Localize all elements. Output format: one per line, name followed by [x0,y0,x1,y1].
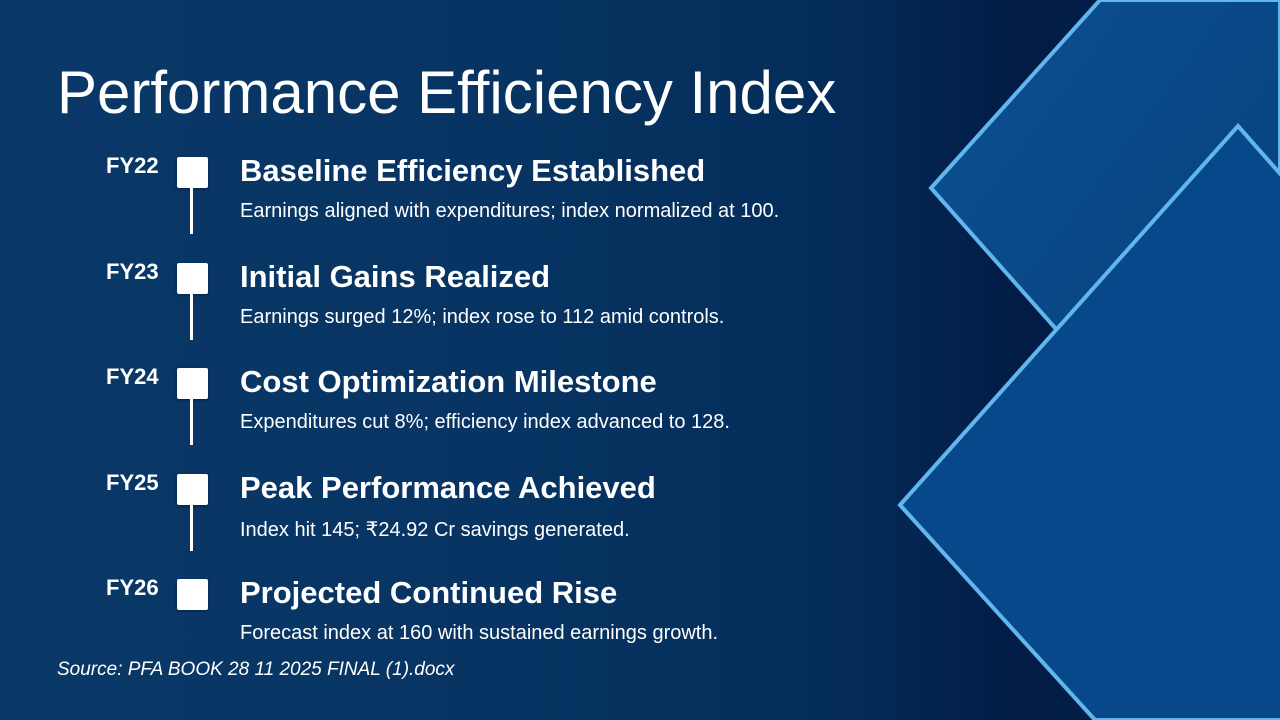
timeline-description: Expenditures cut 8%; efficiency index ad… [240,411,730,433]
timeline-description: Index hit 145; ₹24.92 Cr savings generat… [240,519,630,541]
timeline-item: FY23 Initial Gains Realized Earnings sur… [0,259,900,364]
timeline-description: Forecast index at 160 with sustained ear… [240,622,719,644]
timeline-connector [190,505,193,551]
source-note: Source: PFA BOOK 28 11 2025 FINAL (1).do… [57,659,455,680]
timeline-item: FY24 Cost Optimization Milestone Expendi… [0,364,900,469]
page-title: Performance Efficiency Index [57,59,837,126]
lower-diamond [897,122,1280,720]
timeline-year: FY22 [106,153,159,178]
timeline-heading: Baseline Efficiency Established [240,153,706,188]
timeline-connector [190,294,193,340]
timeline-marker-icon [177,474,208,505]
timeline-heading: Initial Gains Realized [240,259,551,294]
timeline-connector [190,399,193,445]
timeline-year: FY26 [106,575,159,600]
timeline-heading: Cost Optimization Milestone [240,364,657,399]
timeline-marker-icon [177,368,208,399]
timeline-item: FY22 Baseline Efficiency Established Ear… [0,153,900,258]
timeline-item: FY25 Peak Performance Achieved Index hit… [0,470,900,575]
timeline-description: Earnings surged 12%; index rose to 112 a… [240,306,725,328]
timeline-heading: Peak Performance Achieved [240,470,656,505]
timeline-year: FY23 [106,259,159,284]
timeline-year: FY24 [106,364,159,389]
timeline-marker-icon [177,579,208,610]
timeline-marker-icon [177,263,208,294]
timeline-item: FY26 Projected Continued Rise Forecast i… [0,575,900,680]
timeline-connector [190,188,193,234]
timeline-heading: Projected Continued Rise [240,575,618,610]
timeline-description: Earnings aligned with expenditures; inde… [240,200,780,222]
timeline-year: FY25 [106,470,159,495]
timeline-marker-icon [177,157,208,188]
